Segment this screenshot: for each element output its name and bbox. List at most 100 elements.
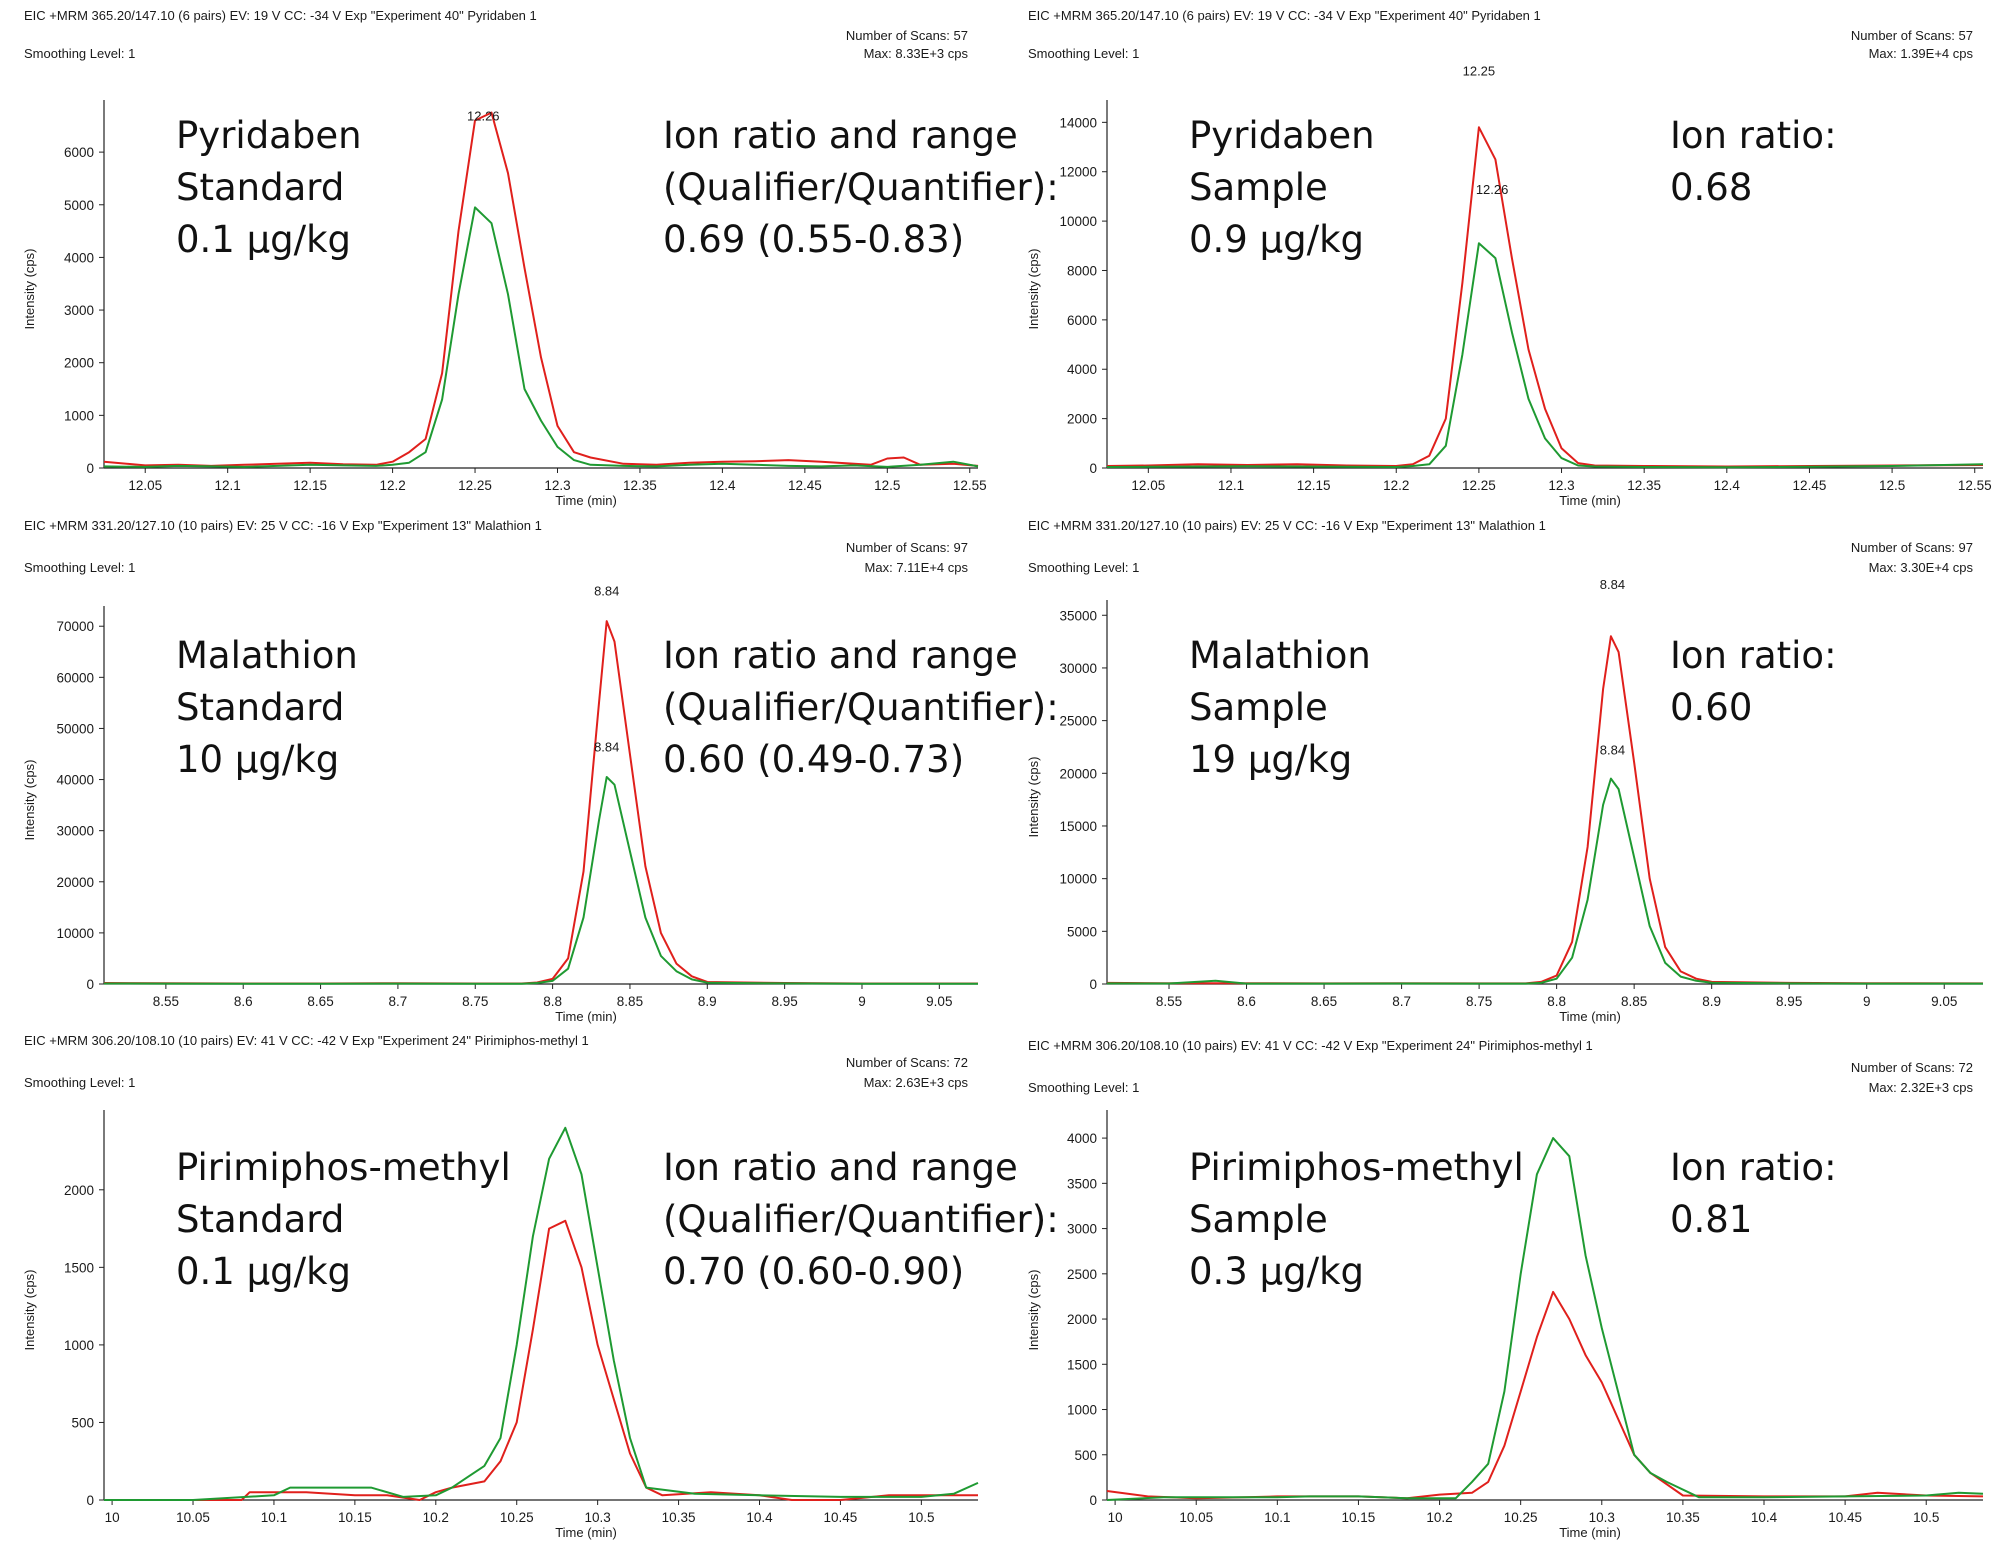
analyte-annotation: 19 µg/kg: [1189, 738, 1352, 781]
number-of-scans: Number of Scans: 72: [846, 1055, 968, 1070]
y-tick-label: 6000: [64, 145, 94, 160]
x-tick-label: 10.3: [1589, 1510, 1615, 1525]
x-tick-label: 10.45: [1828, 1510, 1862, 1525]
ion-ratio-annotation: 0.69 (0.55-0.83): [663, 218, 964, 261]
x-tick-label: 8.85: [617, 994, 643, 1009]
ion-ratio-annotation: 0.68: [1670, 166, 1752, 209]
x-axis-label: Time (min): [555, 1525, 617, 1540]
smoothing-level: Smoothing Level: 1: [24, 1075, 135, 1090]
x-tick-label: 12.55: [953, 478, 987, 493]
y-tick-label: 2500: [1067, 1267, 1097, 1282]
y-tick-label: 14000: [1059, 115, 1097, 130]
y-tick-label: 60000: [56, 670, 94, 685]
analyte-annotation: 0.1 µg/kg: [176, 1250, 351, 1293]
smoothing-level: Smoothing Level: 1: [24, 560, 135, 575]
x-tick-label: 9: [858, 994, 866, 1009]
x-tick-label: 12.2: [1383, 478, 1409, 493]
chromatogram-panel-1: EIC +MRM 365.20/147.10 (6 pairs) EV: 19 …: [22, 8, 1059, 508]
y-axis-label: Intensity (cps): [22, 249, 37, 330]
ion-ratio-annotation: 0.60: [1670, 686, 1752, 729]
y-axis-label: Intensity (cps): [1026, 757, 1041, 838]
x-tick-label: 10.25: [1504, 1510, 1538, 1525]
y-tick-label: 5000: [64, 198, 94, 213]
x-tick-label: 12.35: [1627, 478, 1661, 493]
number-of-scans: Number of Scans: 72: [1851, 1060, 1973, 1075]
x-tick-label: 8.55: [153, 994, 179, 1009]
x-tick-label: 8.7: [389, 994, 408, 1009]
x-tick-label: 12.05: [128, 478, 162, 493]
x-tick-label: 8.65: [1311, 994, 1337, 1009]
y-axis-label: Intensity (cps): [1026, 249, 1041, 330]
ion-ratio-annotation: (Qualifier/Quantifier):: [663, 1198, 1059, 1241]
chromatogram-panel-3: EIC +MRM 331.20/127.10 (10 pairs) EV: 25…: [22, 518, 1059, 1024]
qualifier-trace: [1106, 1137, 1984, 1501]
max-intensity: Max: 1.39E+4 cps: [1869, 46, 1974, 61]
x-tick-label: 10.05: [1179, 1510, 1213, 1525]
analyte-annotation: Pyridaben: [176, 114, 362, 157]
smoothing-level: Smoothing Level: 1: [1028, 560, 1139, 575]
x-tick-label: 12.35: [623, 478, 657, 493]
number-of-scans: Number of Scans: 57: [846, 28, 968, 43]
analyte-annotation: 0.3 µg/kg: [1189, 1250, 1364, 1293]
chart-header: EIC +MRM 331.20/127.10 (10 pairs) EV: 25…: [24, 518, 542, 533]
chart-header: EIC +MRM 365.20/147.10 (6 pairs) EV: 19 …: [24, 8, 537, 23]
y-tick-label: 4000: [1067, 362, 1097, 377]
ion-ratio-annotation: Ion ratio:: [1670, 634, 1837, 677]
chart-header: EIC +MRM 306.20/108.10 (10 pairs) EV: 41…: [1028, 1038, 1593, 1053]
x-tick-label: 12.3: [544, 478, 570, 493]
x-tick-label: 12.3: [1548, 478, 1574, 493]
x-tick-label: 10.4: [746, 1510, 773, 1525]
ion-ratio-annotation: Ion ratio and range: [663, 1146, 1018, 1189]
analyte-annotation: Malathion: [1189, 634, 1371, 677]
x-axis-label: Time (min): [1559, 1525, 1621, 1540]
ion-ratio-annotation: Ion ratio:: [1670, 1146, 1837, 1189]
chromatogram-panel-5: EIC +MRM 306.20/108.10 (10 pairs) EV: 41…: [22, 1033, 1059, 1540]
analyte-annotation: Sample: [1189, 1198, 1328, 1241]
y-tick-label: 1500: [1067, 1357, 1097, 1372]
y-tick-label: 50000: [56, 721, 94, 736]
x-tick-label: 12.4: [1714, 478, 1741, 493]
x-tick-label: 10.1: [1264, 1510, 1290, 1525]
y-axis-label: Intensity (cps): [22, 1270, 37, 1351]
y-tick-label: 500: [71, 1415, 94, 1430]
x-tick-label: 12.5: [874, 478, 900, 493]
x-tick-label: 9.05: [1931, 994, 1957, 1009]
x-tick-label: 10: [105, 1510, 120, 1525]
max-intensity: Max: 3.30E+4 cps: [1869, 560, 1974, 575]
x-axis-label: Time (min): [555, 493, 617, 508]
y-tick-label: 0: [1089, 1493, 1097, 1508]
x-tick-label: 12.25: [1462, 478, 1496, 493]
y-tick-label: 8000: [1067, 263, 1097, 278]
x-tick-label: 8.9: [1702, 994, 1721, 1009]
x-tick-label: 10.5: [1913, 1510, 1939, 1525]
y-tick-label: 5000: [1067, 924, 1097, 939]
y-tick-label: 35000: [1059, 608, 1097, 623]
peak-label: 8.84: [1600, 742, 1625, 757]
x-tick-label: 8.8: [543, 994, 562, 1009]
analyte-annotation: 10 µg/kg: [176, 738, 339, 781]
x-tick-label: 10.5: [908, 1510, 934, 1525]
y-tick-label: 12000: [1059, 165, 1097, 180]
y-tick-label: 2000: [1067, 1312, 1097, 1327]
analyte-annotation: Standard: [176, 686, 344, 729]
chromatogram-panel-6: EIC +MRM 306.20/108.10 (10 pairs) EV: 41…: [1026, 1038, 1984, 1540]
qualifier-trace: [1106, 777, 1983, 985]
y-tick-label: 0: [86, 977, 94, 992]
x-tick-label: 10.35: [1666, 1510, 1700, 1525]
x-tick-label: 10.1: [261, 1510, 287, 1525]
analyte-annotation: Malathion: [176, 634, 358, 677]
y-tick-label: 0: [86, 461, 94, 476]
peak-label: 8.84: [594, 584, 619, 599]
max-intensity: Max: 2.63E+3 cps: [864, 1075, 969, 1090]
x-axis-label: Time (min): [1559, 493, 1621, 508]
ion-ratio-annotation: (Qualifier/Quantifier):: [663, 166, 1059, 209]
x-axis-label: Time (min): [555, 1009, 617, 1024]
y-tick-label: 15000: [1059, 819, 1097, 834]
x-tick-label: 12.5: [1879, 478, 1905, 493]
qualifier-trace: [104, 1126, 979, 1501]
number-of-scans: Number of Scans: 57: [1851, 28, 1973, 43]
analyte-annotation: Pirimiphos-methyl: [176, 1146, 511, 1189]
y-axis-label: Intensity (cps): [1026, 1270, 1041, 1351]
y-tick-label: 1000: [64, 1338, 94, 1353]
